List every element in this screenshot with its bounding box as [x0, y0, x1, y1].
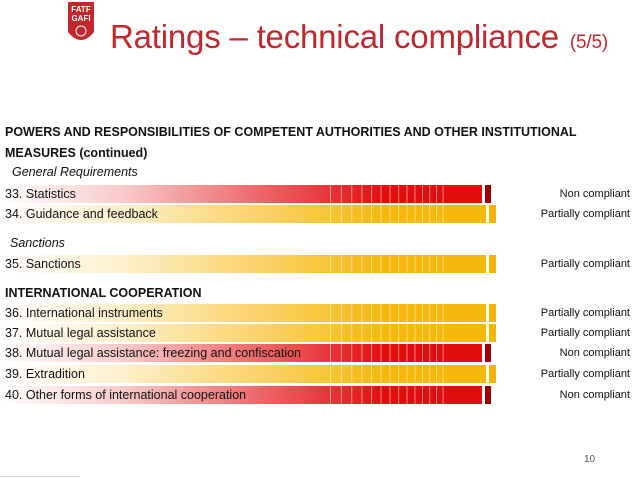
recommendation-label: 33. Statistics [5, 187, 76, 201]
compliance-rating: Non compliant [559, 389, 630, 401]
recommendation-label: 36. International instruments [5, 306, 163, 320]
recommendation-label: 37. Mutual legal assistance [5, 326, 156, 340]
rating-bar [0, 205, 500, 223]
recommendation-label: 38. Mutual legal assistance: freezing an… [5, 346, 302, 360]
rating-bar [0, 304, 500, 322]
page-number: 10 [584, 454, 596, 465]
rating-bar [0, 324, 500, 342]
rating-row: 38. Mutual legal assistance: freezing an… [0, 344, 638, 362]
rating-row: 35. Sanctions Partially compliant [0, 255, 638, 273]
subsection-sanctions: Sanctions [10, 236, 65, 250]
rating-row: 37. Mutual legal assistance Partially com… [0, 324, 638, 342]
rating-bar [0, 255, 500, 273]
rating-row: 34. Guidance and feedback Partially compl… [0, 205, 638, 223]
compliance-rating: Partially compliant [540, 307, 630, 319]
compliance-rating: Non compliant [559, 188, 630, 200]
recommendation-label: 35. Sanctions [5, 257, 81, 271]
compliance-rating: Partially compliant [540, 327, 630, 339]
compliance-rating: Non compliant [559, 347, 630, 359]
footer-divider [0, 476, 80, 477]
section-heading-international-cooperation: INTERNATIONAL COOPERATION [5, 286, 202, 300]
page-title-text: Ratings – technical compliance [110, 18, 559, 55]
recommendation-label: 40. Other forms of international coopera… [5, 388, 247, 402]
section-heading-powers: POWERS AND RESPONSIBILITIES OF COMPETENT… [5, 125, 577, 139]
page-title-suffix: (5/5) [569, 32, 608, 53]
compliance-rating: Partially compliant [540, 368, 630, 380]
rating-bar [0, 386, 500, 404]
compliance-rating: Partially compliant [540, 258, 630, 270]
page-title: Ratings – technical compliance (5/5) [110, 18, 608, 56]
compliance-rating: Partially compliant [540, 208, 630, 220]
recommendation-label: 34. Guidance and feedback [5, 207, 158, 221]
rating-row: 39. Extradition Partially compliant [0, 365, 638, 383]
rating-bar [0, 365, 500, 383]
logo-text-bottom: GAFI [71, 14, 90, 23]
logo-text-top: FATF [71, 5, 91, 14]
recommendation-label: 39. Extradition [5, 367, 85, 381]
fatf-logo: FATF GAFI [66, 2, 96, 46]
rating-row: 40. Other forms of international coopera… [0, 386, 638, 404]
subsection-general-requirements: General Requirements [12, 165, 138, 179]
rating-row: 36. International instruments Partially c… [0, 304, 638, 322]
section-heading-powers-cont: MEASURES (continued) [5, 146, 148, 160]
rating-row: 33. Statistics Non compliant [0, 185, 638, 203]
rating-bar [0, 185, 500, 203]
rating-bar [0, 344, 500, 362]
